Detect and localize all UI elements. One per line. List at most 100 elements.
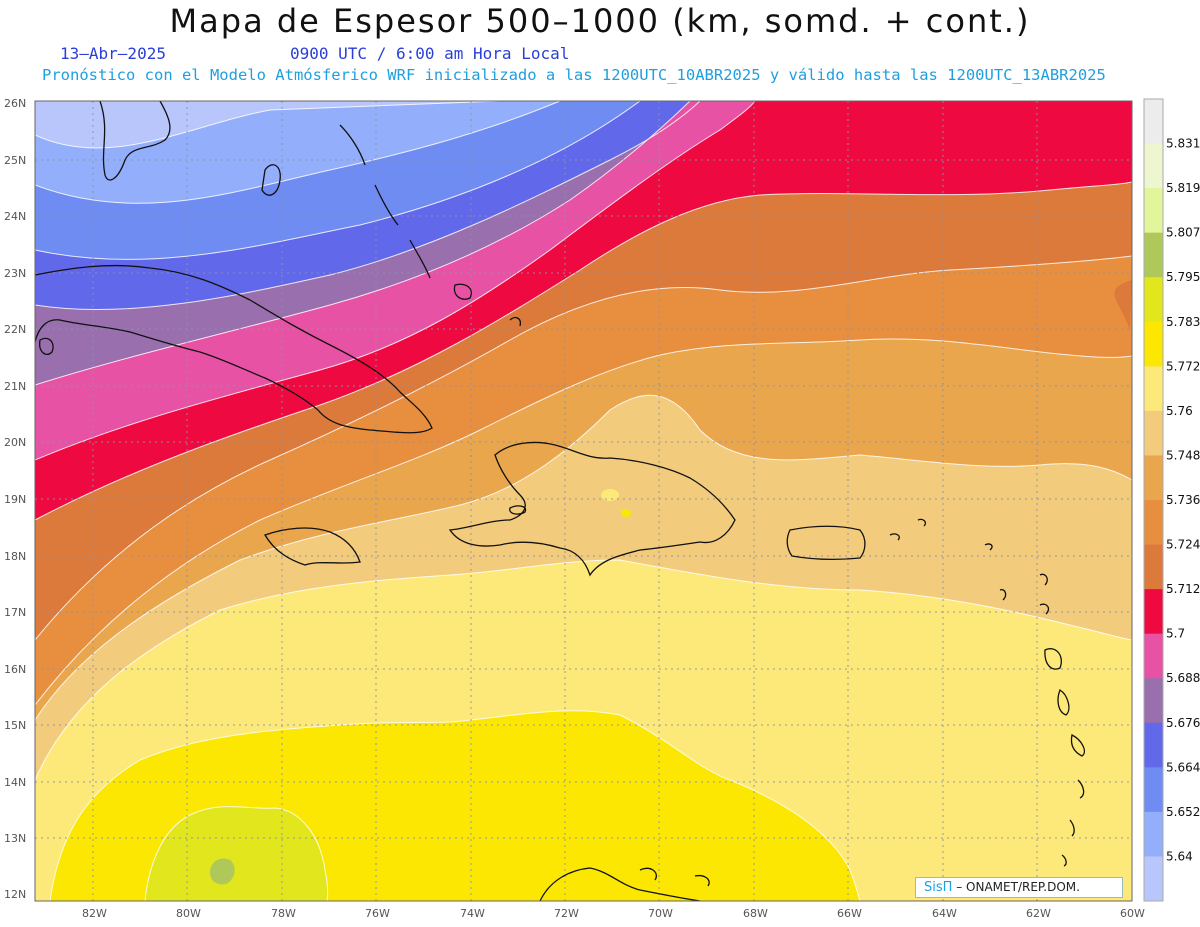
lat-label: 25N <box>4 154 26 167</box>
colorbar-swatch <box>1144 321 1163 367</box>
virgin-islands <box>889 518 927 541</box>
colorbar-label: 5.724 <box>1166 538 1200 552</box>
florida-coast <box>99 101 171 181</box>
lon-label: 76W <box>365 907 390 920</box>
colorbar-label: 5.676 <box>1166 716 1200 730</box>
contour-lines <box>35 101 1132 901</box>
colorbar-label: 5.64 <box>1166 849 1193 863</box>
lon-label: 62W <box>1026 907 1051 920</box>
lon-label: 70W <box>648 907 673 920</box>
south-america-coast <box>539 867 701 901</box>
colorbar-swatch <box>1144 767 1163 813</box>
colorbar-swatch <box>1144 188 1163 234</box>
latitude-labels: 26N 25N 24N 23N 22N 21N 20N 19N 18N 17N … <box>4 97 26 901</box>
lon-label: 78W <box>271 907 296 920</box>
colorbar-swatch <box>1144 722 1163 768</box>
colorbar-label: 5.736 <box>1166 493 1200 507</box>
lon-label: 82W <box>82 907 107 920</box>
lon-label: 74W <box>460 907 485 920</box>
lat-label: 26N <box>4 97 26 110</box>
lat-label: 19N <box>4 493 26 506</box>
colorbar-label: 5.664 <box>1166 760 1200 774</box>
longitude-labels: 82W 80W 78W 76W 74W 72W 70W 68W 66W 64W … <box>82 907 1145 920</box>
colorbar-swatch <box>1144 633 1163 679</box>
lat-label: 23N <box>4 267 26 280</box>
colorbar-swatch <box>1144 99 1163 145</box>
lon-label: 64W <box>932 907 957 920</box>
colorbar-swatch <box>1144 143 1163 189</box>
colorbar-swatch <box>1144 277 1163 323</box>
grenadines <box>1061 819 1075 867</box>
colorbar-label: 5.76 <box>1166 404 1193 418</box>
colorbar-label: 5.748 <box>1166 448 1200 462</box>
model-description: Pronóstico con el Modelo Atmósferico WRF… <box>42 66 1106 84</box>
patch-east-orange <box>1114 280 1132 330</box>
puerto-rico-coast <box>786 525 866 560</box>
map-frame <box>34 100 1133 902</box>
band-5-807 <box>209 858 235 885</box>
forecast-date: 13–Abr–2025 <box>60 44 166 63</box>
colorbar-label: 5.831 <box>1166 137 1200 151</box>
lat-label: 24N <box>4 210 26 223</box>
colorbar-label: 5.795 <box>1166 270 1200 284</box>
patch-hispaniola-yellow <box>601 489 619 501</box>
jamaica-coast <box>264 527 361 566</box>
forecast-time: 0900 UTC / 6:00 am Hora Local <box>290 44 570 63</box>
lat-label: 14N <box>4 776 26 789</box>
bahamas-andros <box>261 164 281 196</box>
band-5-795 <box>145 806 328 901</box>
colorbar-swatch <box>1144 455 1163 501</box>
colorbar-label: 5.712 <box>1166 582 1200 596</box>
credit-box: SisΠ – ONAMET/REP.DOM. <box>915 877 1123 898</box>
colorbar-swatch <box>1144 589 1163 635</box>
hispaniola-coast <box>448 441 736 577</box>
cuba-coast <box>35 264 433 434</box>
turks-caicos <box>509 316 521 327</box>
colorbar-swatch <box>1144 811 1163 857</box>
colorbar-swatch <box>1144 232 1163 278</box>
colorbar-frame <box>1143 98 1164 902</box>
map-title: Mapa de Espesor 500–1000 (km, somd. + co… <box>169 2 1031 40</box>
lon-label: 60W <box>1120 907 1145 920</box>
credit-text: – ONAMET/REP.DOM. <box>952 880 1080 894</box>
coastlines <box>35 101 1086 901</box>
lesser-antilles-north <box>984 543 1050 615</box>
thickness-bands <box>35 101 1132 901</box>
gonave-island <box>509 505 527 515</box>
bahamas-abaco <box>339 124 366 166</box>
lon-label: 72W <box>554 907 579 920</box>
sispi-logo: SisΠ <box>924 880 953 895</box>
colorbar: 5.831 5.819 5.807 5.795 5.783 5.772 5.76 5.748 5… <box>1143 98 1200 902</box>
colorbar-label: 5.807 <box>1166 226 1200 240</box>
bahamas-inagua <box>453 283 472 300</box>
colorbar-label: 5.652 <box>1166 805 1200 819</box>
isla-juventud <box>39 337 54 355</box>
colorbar-swatch <box>1144 544 1163 590</box>
lon-label: 66W <box>837 907 862 920</box>
bahamas-eleuthera <box>374 184 399 226</box>
lat-lon-grid <box>35 101 1132 901</box>
lat-label: 15N <box>4 719 26 732</box>
colorbar-swatch <box>1144 678 1163 724</box>
lon-label: 68W <box>743 907 768 920</box>
colorbar-label: 5.7 <box>1166 627 1185 641</box>
colorbar-label: 5.772 <box>1166 359 1200 373</box>
colorbar-label: 5.783 <box>1166 315 1200 329</box>
guadeloupe-dominica <box>1044 648 1070 716</box>
colorbar-swatch <box>1144 500 1163 546</box>
colorbar-swatch <box>1144 856 1163 902</box>
lat-label: 18N <box>4 550 26 563</box>
colorbar-label: 5.688 <box>1166 671 1200 685</box>
patch-hispaniola-core <box>621 509 631 517</box>
lon-label: 80W <box>176 907 201 920</box>
lat-label: 22N <box>4 323 26 336</box>
bahamas-long <box>409 239 431 279</box>
lat-label: 20N <box>4 436 26 449</box>
abc-islands <box>639 867 710 887</box>
colorbar-swatch <box>1144 366 1163 412</box>
martinique-stlucia <box>1070 734 1086 799</box>
colorbar-swatch <box>1144 410 1163 456</box>
lat-label: 17N <box>4 606 26 619</box>
lat-label: 16N <box>4 663 26 676</box>
